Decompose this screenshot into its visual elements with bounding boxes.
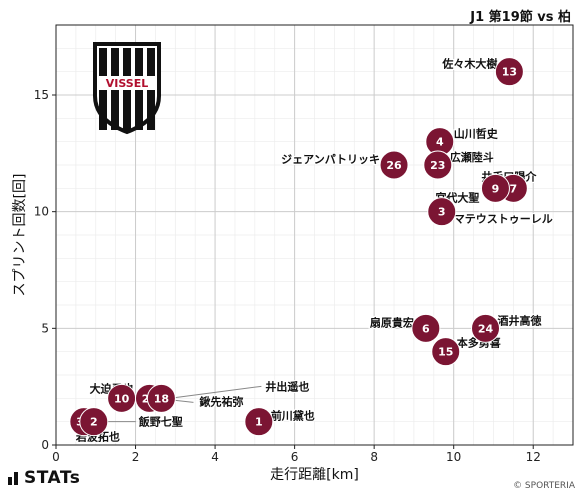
- crest-border: [93, 42, 161, 135]
- x-tick-label: 10: [446, 450, 461, 464]
- point-number: 24: [478, 322, 494, 335]
- player-name-label: 扇原貴宏: [370, 315, 414, 329]
- point-number: 26: [386, 159, 402, 172]
- stats-logo: STATs: [8, 468, 80, 490]
- point-marker: [379, 150, 409, 180]
- point-3: 3: [427, 197, 457, 227]
- point-24: 24: [471, 313, 501, 343]
- point-marker: [79, 407, 109, 437]
- y-tick-label: 10: [34, 205, 49, 219]
- point-6: 6: [411, 313, 441, 343]
- x-tick-label: 0: [52, 450, 60, 464]
- crest-band: [97, 76, 157, 90]
- x-tick-label: 8: [370, 450, 378, 464]
- point-23: 23: [423, 150, 453, 180]
- stats-brand-text: STATs: [24, 468, 81, 488]
- point-marker: [431, 337, 461, 367]
- point-15: 15: [431, 337, 461, 367]
- point-10: 10: [107, 383, 137, 413]
- point-marker: [480, 173, 510, 203]
- y-tick-label: 5: [41, 321, 49, 335]
- point-number: 3: [438, 206, 446, 219]
- point-number: 1: [255, 416, 263, 429]
- point-marker: [494, 57, 524, 87]
- y-tick-label: 0: [41, 438, 49, 452]
- x-tick-label: 2: [132, 450, 140, 464]
- point-2: 2: [79, 407, 109, 437]
- point-number: 15: [438, 346, 453, 359]
- x-tick-label: 4: [211, 450, 219, 464]
- player-name-label: 酒井高徳: [498, 313, 542, 327]
- point-marker: [244, 407, 274, 437]
- stats-bars-icon: [8, 470, 20, 490]
- point-9: 9: [480, 173, 510, 203]
- point-marker: [411, 313, 441, 343]
- x-tick-label: 6: [291, 450, 299, 464]
- crest-wordmark: VISSEL: [106, 77, 148, 90]
- player-name-label: ジェアンパトリッキ: [281, 153, 380, 166]
- point-number: 7: [510, 182, 518, 195]
- point-number: 6: [422, 322, 430, 335]
- x-tick-label: 12: [526, 450, 541, 464]
- point-number: 4: [436, 136, 444, 149]
- plot-frame: [55, 24, 574, 446]
- player-name-label: 山川哲史: [454, 127, 499, 141]
- point-1: 1: [244, 407, 274, 437]
- point-18: 18: [146, 383, 176, 413]
- point-marker: [423, 150, 453, 180]
- player-name-label: 前川黛也: [271, 409, 315, 423]
- point-marker: [146, 383, 176, 413]
- point-marker: [471, 313, 501, 343]
- player-name-label: 佐々木大樹: [441, 57, 497, 71]
- point-number: 13: [502, 66, 517, 79]
- vissel-crest-logo: VISSEL: [93, 42, 161, 135]
- point-number: 9: [492, 182, 500, 195]
- player-name-label: 鍬先祐弥: [199, 394, 243, 408]
- point-marker: [427, 197, 457, 227]
- player-name-label: 井出遥也: [265, 379, 309, 393]
- y-tick-label: 15: [34, 88, 49, 102]
- point-number: 2: [90, 416, 98, 429]
- point-26: 26: [379, 150, 409, 180]
- point-number: 18: [154, 392, 169, 405]
- leader-line: [169, 385, 262, 399]
- data-points: 1342326793624151025181312: [69, 57, 528, 437]
- copyright-credit: © SPORTERIA: [513, 481, 575, 491]
- x-axis-label: 走行距離[km]: [270, 466, 359, 483]
- point-4: 4: [425, 127, 455, 157]
- point-13: 13: [494, 57, 524, 87]
- player-name-label: 飯野七聖: [138, 415, 183, 429]
- point-number: 10: [114, 392, 130, 405]
- chart-title: J1 第19節 vs 柏: [470, 10, 571, 25]
- point-number: 23: [430, 159, 445, 172]
- player-name-label: マテウストゥーレル: [454, 213, 553, 226]
- player-name-label: 広瀬陸斗: [450, 150, 494, 164]
- y-axis-label: スプリント回数[回]: [12, 174, 28, 297]
